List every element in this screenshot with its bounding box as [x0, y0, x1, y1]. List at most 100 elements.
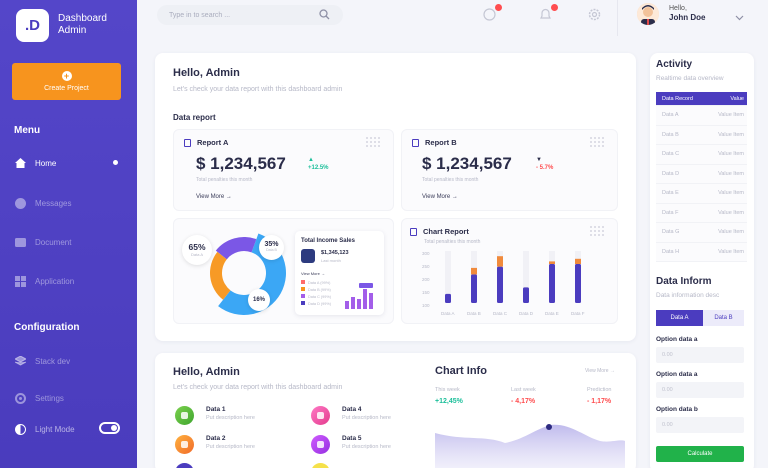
calculate-button[interactable]: Calculate: [656, 446, 744, 462]
legend-item: Data D (99%): [301, 301, 331, 308]
sidebar-item-label: Application: [35, 276, 75, 286]
table-row[interactable]: Data E Value Item: [656, 184, 747, 204]
pct-badge-bottom: 16%: [248, 289, 270, 311]
table-row[interactable]: Data A Value Item: [656, 106, 747, 126]
bar: [575, 264, 581, 303]
table-cell: Data A: [662, 112, 679, 119]
data-1-title: Data 1: [206, 406, 226, 413]
table-cell: Value Item: [718, 131, 744, 138]
table-row[interactable]: Data D Value Item: [656, 164, 747, 184]
chevron-down-icon[interactable]: [735, 8, 744, 26]
table-cell: Data H: [662, 248, 680, 255]
x-tick-label: Data B: [467, 311, 481, 316]
chat-icon[interactable]: [483, 4, 502, 22]
table-cell: Data D: [662, 170, 680, 177]
pct-right-value: 35%: [264, 241, 279, 248]
income-sub: Last month: [321, 258, 341, 263]
list-item[interactable]: Data 1 Put description here: [175, 406, 255, 425]
field-label: Option data a: [656, 336, 698, 343]
pct-left-value: 65%: [188, 242, 206, 252]
pct-badge-left: 65% Data A: [182, 235, 212, 265]
bar-segment: [497, 256, 503, 267]
menu-heading: Menu: [14, 125, 41, 136]
tab-data-b[interactable]: Data B: [703, 310, 744, 326]
stat-prediction-label: Prediction: [587, 387, 612, 393]
table-row[interactable]: Data B Value Item: [656, 125, 747, 145]
bar-segment: [471, 267, 477, 275]
table-cell: Data C: [662, 151, 680, 158]
table-cell: Data G: [662, 229, 680, 236]
table-cell: Data E: [662, 190, 679, 197]
sidebar-item-messages[interactable]: Messages: [14, 197, 124, 209]
table-row[interactable]: Data H Value Item: [656, 242, 747, 262]
list-item[interactable]: Data 5 Put description here: [311, 435, 391, 454]
decorative-dots: [589, 136, 605, 148]
income-view-more[interactable]: View More →: [301, 271, 325, 276]
user-greeting: Hello,: [669, 5, 687, 12]
sidebar-item-label: Light Mode: [35, 424, 75, 434]
activity-table: Data Record Value Data A Value Item Data B…: [656, 92, 747, 262]
chart-info-view-more[interactable]: View More →: [585, 368, 615, 374]
legend-item: Data C (99%): [301, 294, 331, 301]
income-card: Total Income Sales $1,345,123 Last month…: [295, 231, 384, 315]
search-input[interactable]: Type in to search ...: [157, 5, 343, 25]
report-a-view-more[interactable]: View More →: [196, 194, 232, 200]
sidebar-item-label: Home: [35, 158, 57, 168]
report-b-view-more[interactable]: View More →: [422, 194, 458, 200]
avatar[interactable]: [637, 3, 659, 25]
option-b-field[interactable]: 0.00: [656, 417, 744, 433]
table-cell: Value Item: [718, 151, 744, 158]
light-mode-toggle[interactable]: [99, 422, 120, 434]
sidebar-item-stack-dev[interactable]: Stack dev: [14, 355, 124, 367]
table-cell: Data B: [662, 131, 679, 138]
chart-report-label: Chart Report: [423, 227, 469, 236]
bar: [445, 293, 451, 303]
search-icon[interactable]: [319, 9, 330, 22]
sidebar-item-settings[interactable]: Settings: [14, 392, 124, 404]
section-title: Data report: [173, 113, 216, 122]
list-item[interactable]: Data 4 Put description here: [311, 406, 391, 425]
income-amount: $1,345,123: [321, 250, 349, 256]
tab-data-a[interactable]: Data A: [656, 310, 703, 326]
trend-down-icon: ▼: [536, 157, 542, 163]
bell-icon[interactable]: [539, 4, 558, 22]
data-5-title: Data 5: [342, 435, 362, 442]
list-item[interactable]: Data 2 Put description here: [175, 435, 255, 454]
data-4-icon: [311, 406, 330, 425]
data-2-icon: [175, 435, 194, 454]
option-a2-field[interactable]: 0.00: [656, 382, 744, 398]
data-1-icon: [175, 406, 194, 425]
legend-item: Data B (99%): [301, 287, 331, 294]
logo[interactable]: .D: [16, 9, 49, 42]
table-row[interactable]: Data G Value Item: [656, 223, 747, 243]
document-icon: [410, 227, 417, 236]
y-tick-label: 150: [422, 290, 430, 295]
report-b-title: Report B: [412, 138, 457, 147]
home-icon: [14, 157, 26, 169]
table-row[interactable]: Data C Value Item: [656, 145, 747, 165]
report-b-label: Report B: [425, 138, 457, 147]
y-tick-label: 300: [422, 251, 430, 256]
data-4-title: Data 4: [342, 406, 362, 413]
arrow-right-icon: →: [451, 194, 458, 200]
option-a-field[interactable]: 0.00: [656, 347, 744, 363]
sidebar-item-label: Document: [35, 237, 72, 247]
data-2-desc: Put description here: [206, 444, 255, 450]
active-indicator: [113, 160, 118, 165]
table-cell: Value Item: [718, 229, 744, 236]
sidebar-item-document[interactable]: Document: [14, 236, 124, 248]
document-icon: [412, 138, 419, 147]
data-3-icon: [175, 463, 194, 468]
brand: Dashboard Admin: [58, 13, 107, 37]
sidebar-item-application[interactable]: Application: [14, 275, 124, 287]
create-project-label: Create Project: [44, 85, 89, 92]
create-project-button[interactable]: + Create Project: [12, 63, 121, 100]
legend-label: Data C (99%): [308, 295, 332, 299]
bar: [523, 287, 529, 303]
table-row[interactable]: Data F Value Item: [656, 203, 747, 223]
sidebar-item-home[interactable]: Home: [14, 157, 124, 169]
x-tick-label: Data E: [545, 311, 559, 316]
settings-icon[interactable]: [588, 8, 602, 22]
report-b-trend: - 5.7%: [536, 165, 554, 171]
search-placeholder: Type in to search ...: [169, 11, 231, 19]
